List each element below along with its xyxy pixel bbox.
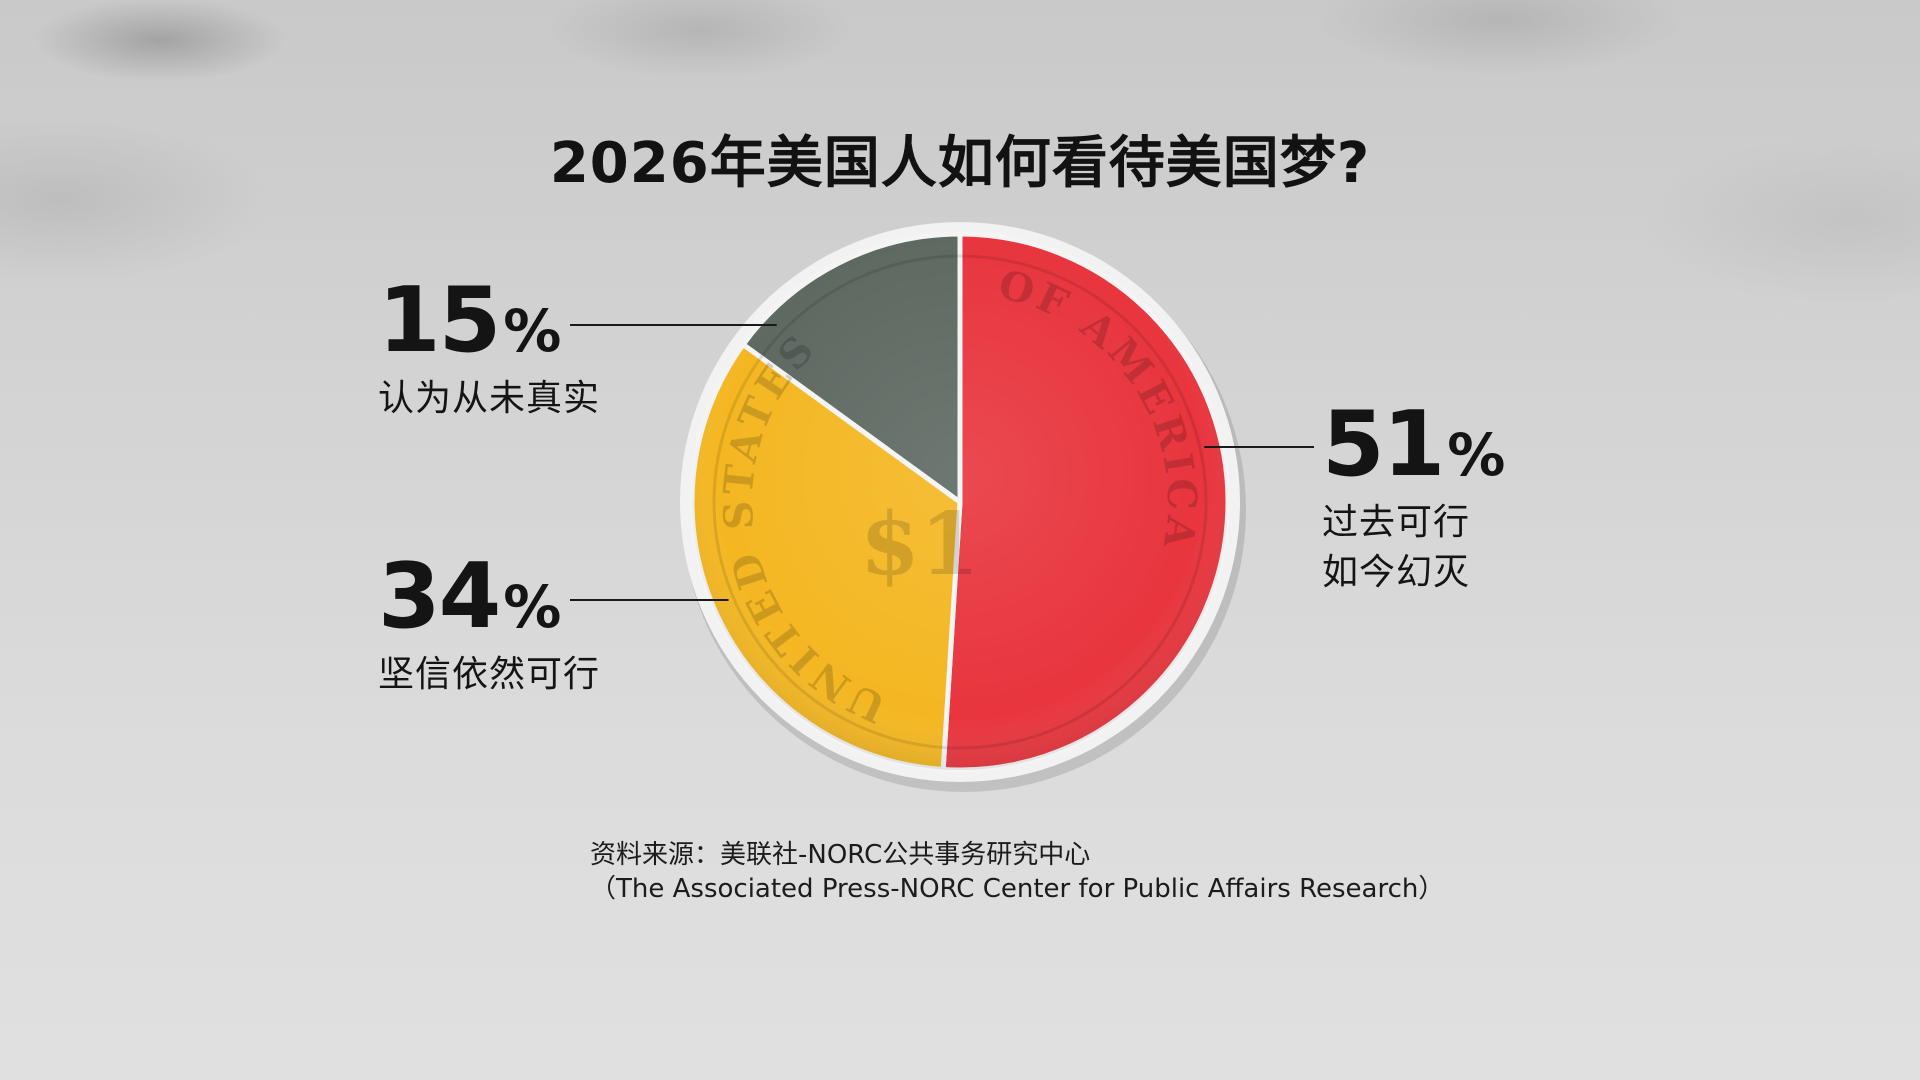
slice-percent-1: 34% [378, 552, 600, 642]
coin-denomination: $1 [860, 494, 980, 595]
slice-desc-2-line-0: 认为从未真实 [378, 378, 601, 419]
slice-label-0: 51% 过去可行 如今幻灭 [1322, 400, 1505, 598]
slice-label-1: 34% 坚信依然可行 [378, 552, 600, 700]
slice-value-2: 15 [378, 268, 501, 373]
slice-percent-0: 51% [1322, 400, 1505, 490]
source-line-1: （The Associated Press-NORC Center for Pu… [590, 874, 1445, 904]
percent-sign-2: % [503, 297, 562, 365]
percent-sign-0: % [1447, 421, 1506, 489]
slice-value-1: 34 [378, 544, 501, 649]
percent-sign-1: % [503, 573, 562, 641]
slice-value-0: 51 [1322, 392, 1445, 497]
coin-shading [692, 234, 1228, 770]
slice-label-2: 15% 认为从未真实 [378, 276, 600, 424]
slice-desc-1-line-0: 坚信依然可行 [378, 654, 601, 695]
slice-desc-0-line-1: 如今幻灭 [1322, 552, 1471, 593]
source-note: 资料来源：美联社-NORC公共事务研究中心 （The Associated Pr… [590, 838, 1444, 906]
source-line-0: 资料来源：美联社-NORC公共事务研究中心 [590, 840, 1091, 870]
coin-inner-ring [712, 254, 1208, 750]
chart-title: 2026年美国人如何看待美国梦? [549, 131, 1371, 196]
slice-desc-0-line-0: 过去可行 [1322, 502, 1471, 543]
slice-percent-2: 15% [378, 276, 600, 366]
